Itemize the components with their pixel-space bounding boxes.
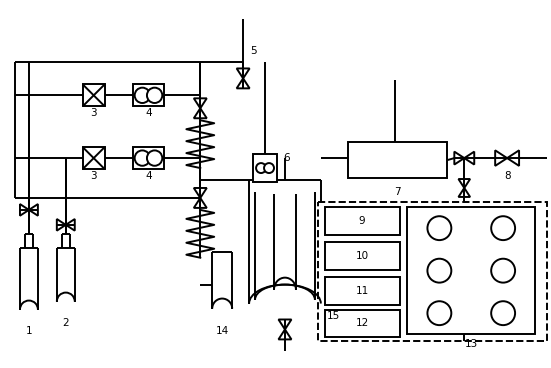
Text: 11: 11: [355, 286, 369, 296]
Bar: [83, 147, 105, 169]
Bar: [325, 207, 399, 235]
Text: 7: 7: [394, 187, 401, 197]
Text: 8: 8: [504, 171, 510, 181]
Text: 9: 9: [359, 216, 365, 226]
Circle shape: [256, 163, 266, 173]
Text: 2: 2: [62, 318, 69, 329]
Bar: [83, 84, 105, 106]
Circle shape: [491, 216, 515, 240]
Bar: [408, 207, 535, 335]
Text: 10: 10: [355, 251, 369, 261]
Bar: [325, 242, 399, 270]
Bar: [133, 147, 164, 169]
Circle shape: [428, 259, 451, 283]
Text: 3: 3: [90, 108, 97, 118]
Bar: [325, 309, 399, 337]
Circle shape: [134, 151, 150, 166]
Text: 15: 15: [327, 311, 340, 322]
Circle shape: [264, 163, 274, 173]
Bar: [133, 84, 164, 106]
Circle shape: [147, 151, 163, 166]
Bar: [348, 142, 447, 178]
Text: 13: 13: [464, 339, 478, 349]
Text: 14: 14: [215, 326, 229, 336]
Circle shape: [134, 88, 150, 103]
Text: 5: 5: [250, 46, 256, 56]
Text: 4: 4: [145, 108, 152, 118]
Circle shape: [428, 216, 451, 240]
Text: 4: 4: [145, 171, 152, 181]
Text: 12: 12: [355, 318, 369, 329]
Bar: [253, 154, 277, 182]
Text: 6: 6: [283, 153, 290, 163]
Text: 1: 1: [26, 326, 33, 336]
Circle shape: [428, 301, 451, 325]
Circle shape: [491, 301, 515, 325]
Bar: [318, 202, 547, 342]
Bar: [325, 277, 399, 305]
Circle shape: [147, 88, 163, 103]
Circle shape: [491, 259, 515, 283]
Text: 3: 3: [90, 171, 97, 181]
